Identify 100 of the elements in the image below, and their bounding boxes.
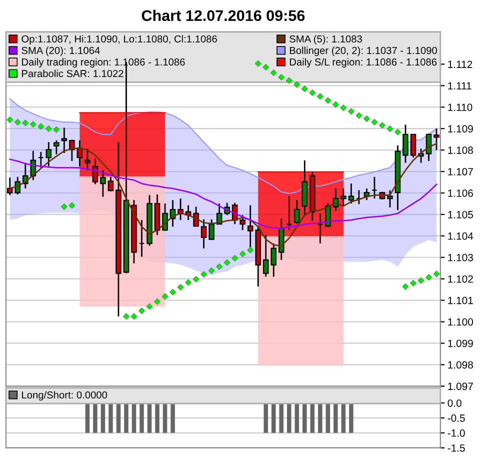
legend-label: Daily S/L region: 1.1086 - 1.1086 <box>290 58 437 68</box>
point <box>22 120 29 126</box>
point <box>239 250 246 258</box>
point <box>332 101 339 108</box>
candlestick <box>348 182 354 204</box>
candlestick <box>6 176 13 196</box>
point <box>177 284 184 290</box>
candlestick <box>54 140 60 156</box>
y-tick-label: 1.110 <box>448 104 472 111</box>
y-tick-label: 1.109 <box>448 125 473 132</box>
candlestick <box>240 214 246 231</box>
point <box>340 104 347 111</box>
candlestick <box>138 219 145 258</box>
point <box>262 64 270 70</box>
legend-label: Parabolic SAR: 1.1022 <box>22 70 124 78</box>
candlestick <box>402 124 408 164</box>
candlestick <box>208 218 214 241</box>
candlestick <box>262 234 269 278</box>
candlestick <box>61 127 68 154</box>
point <box>146 303 153 310</box>
legend-label: Daily trading region: 1.1086 - 1.1086 <box>22 58 185 68</box>
point <box>30 121 36 128</box>
y-tick-label: 1.112 <box>448 60 472 68</box>
y-tick-label: 1.100 <box>448 318 474 326</box>
point <box>208 267 215 274</box>
y-tick-label: 1.104 <box>448 232 474 240</box>
candlestick <box>317 212 324 244</box>
legend-label: SMA (5): 1.1083 <box>290 35 362 45</box>
point <box>60 203 68 210</box>
y-tick-label: 1.106 <box>448 189 473 197</box>
y-tick-label: 1.103 <box>448 254 473 262</box>
legend-label: SMA (20): 1.1064 <box>22 46 100 56</box>
y-tick-label: 1.098 <box>448 361 473 369</box>
candlestick <box>372 176 378 200</box>
y-tick-label: 1.101 <box>448 296 473 304</box>
candlestick <box>286 196 292 231</box>
point <box>294 81 300 88</box>
y-tick-label: 1.099 <box>448 340 473 348</box>
candlestick <box>270 242 277 278</box>
point <box>14 118 21 126</box>
point <box>426 274 432 281</box>
point <box>270 70 277 76</box>
y-tick-label: -1.5 <box>448 444 465 452</box>
point <box>123 313 130 320</box>
legend-label: Bollinger (20, 2): 1.1037 - 1.1090 <box>290 46 437 56</box>
point <box>45 125 52 132</box>
point <box>185 279 192 286</box>
point <box>254 60 262 67</box>
point <box>386 126 394 132</box>
point <box>316 93 324 100</box>
y-tick-label: -1.0 <box>448 429 465 437</box>
y-tick-label: 1.105 <box>448 210 473 218</box>
candlestick <box>387 189 393 208</box>
point <box>278 74 285 81</box>
candlestick <box>69 139 75 162</box>
point <box>433 270 440 278</box>
y-tick-label: 1.108 <box>448 146 473 154</box>
candlestick <box>356 189 362 205</box>
point <box>200 271 208 278</box>
point <box>402 283 409 290</box>
point <box>324 97 332 104</box>
candlestick <box>162 202 168 232</box>
point <box>162 293 168 300</box>
point <box>356 112 362 119</box>
line-series <box>9 158 438 230</box>
candlestick <box>294 199 300 224</box>
candlestick <box>410 134 416 158</box>
point <box>363 115 370 122</box>
point <box>232 255 238 262</box>
candlestick <box>46 141 52 168</box>
point <box>53 126 60 133</box>
candlestick <box>84 148 90 171</box>
point <box>68 202 76 209</box>
point <box>6 116 14 124</box>
point <box>301 86 308 92</box>
point <box>378 122 386 129</box>
point <box>247 246 254 254</box>
point <box>410 280 416 286</box>
point <box>216 263 223 270</box>
candlestick <box>278 218 284 261</box>
point <box>371 118 378 126</box>
point <box>138 308 145 314</box>
point <box>130 313 138 320</box>
y-tick-label: 1.111 <box>448 82 472 90</box>
point <box>38 123 44 130</box>
point <box>309 90 316 96</box>
candlestick <box>38 151 44 168</box>
point <box>348 108 354 115</box>
point <box>224 259 230 266</box>
candlestick <box>100 170 106 198</box>
candlestick <box>340 188 346 207</box>
point <box>170 288 176 296</box>
point <box>192 276 200 282</box>
candlestick <box>434 128 440 151</box>
point <box>154 298 160 305</box>
y-tick-label: -0.5 <box>448 414 465 422</box>
y-tick-label: 0.0 <box>448 399 462 407</box>
chart-title: Chart 12.07.2016 09:56 <box>142 10 305 22</box>
candlestick <box>108 176 114 192</box>
legend-label: Long/Short: 0.0000 <box>22 391 108 401</box>
